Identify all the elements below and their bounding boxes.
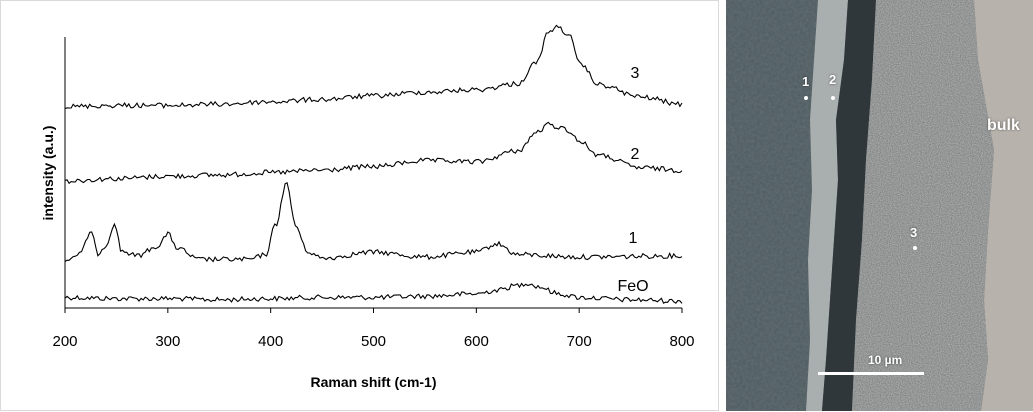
- raman-chart-panel: 200 300 400 500 600 700 800 Raman shift (cm-1) i…: [0, 0, 719, 411]
- dark-inner-layer: [822, 0, 876, 411]
- x-tick-label-400: 400: [258, 333, 283, 350]
- chart-layer: 200 300 400 500 600 700 800 Raman shift (cm-1) i…: [40, 24, 695, 390]
- series-label-1: 1: [629, 230, 638, 247]
- spot-label-1: 1: [802, 74, 810, 89]
- y-axis-label: intensity (a.u.): [40, 126, 56, 221]
- x-axis-label: Raman shift (cm-1): [310, 374, 436, 390]
- bulk-label: bulk: [987, 117, 1020, 134]
- scale-bar: [818, 372, 924, 375]
- series-line-2: [64, 121, 683, 185]
- spot-marker-1: [804, 96, 808, 100]
- micrograph-image: [726, 0, 1033, 411]
- series-label-2: 2: [631, 146, 640, 163]
- raman-spectra-chart: 200 300 400 500 600 700 800 Raman shift (cm-1) i…: [40, 24, 695, 390]
- spot-marker-2: [831, 96, 835, 100]
- speckled-layer-texture: [852, 0, 994, 411]
- spot-label-3: 3: [910, 225, 918, 240]
- x-tick-label-200: 200: [52, 333, 77, 350]
- bulk-metal-region: [974, 0, 1033, 411]
- light-oxide-layer: [806, 0, 848, 411]
- spot-label-2: 2: [829, 72, 837, 87]
- spot-marker-3: [913, 246, 917, 250]
- x-tick-label-700: 700: [567, 333, 592, 350]
- series-line-1: [64, 181, 683, 263]
- series-line-3: [64, 24, 683, 110]
- series-label-3: 3: [631, 65, 640, 82]
- x-tick-label-600: 600: [464, 333, 489, 350]
- scale-bar-label: 10 µm: [868, 353, 903, 367]
- series-line-FeO: [64, 282, 683, 304]
- x-tick-label-500: 500: [361, 333, 386, 350]
- series-label-FeO: FeO: [617, 278, 648, 295]
- x-tick-label-300: 300: [155, 333, 180, 350]
- x-tick-label-800: 800: [669, 333, 694, 350]
- micrograph-panel: bulk 1 2 3 10 µm: [726, 0, 1033, 411]
